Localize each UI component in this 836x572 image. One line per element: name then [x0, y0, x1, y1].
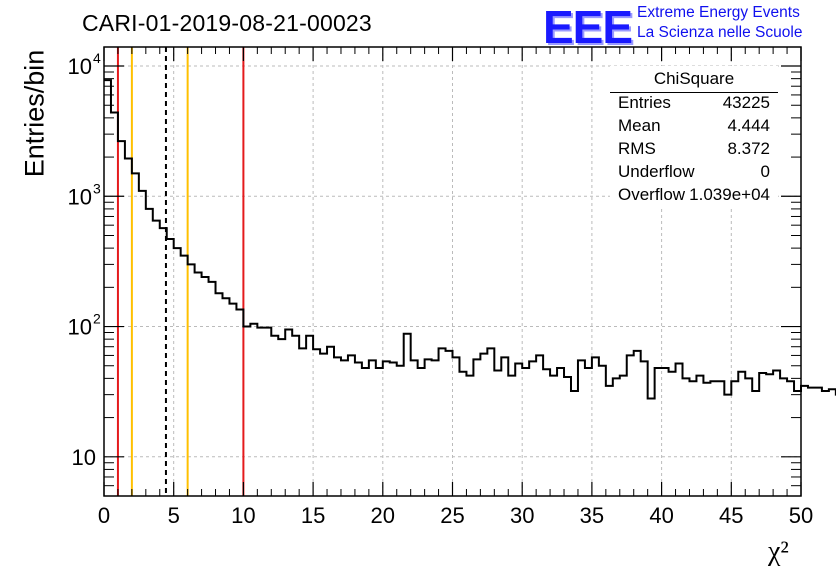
x-tick-label: 50 [789, 503, 813, 528]
axis-ticks [103, 47, 802, 497]
stats-value: 8.372 [727, 139, 770, 158]
x-tick-label: 45 [719, 503, 743, 528]
y-axis-label: Entries/bin [19, 49, 50, 178]
stats-key: RMS [618, 139, 656, 158]
x-axis-label: χ² [768, 536, 789, 567]
y-tick-exponent: 3 [93, 180, 101, 196]
stats-key: Underflow [618, 162, 695, 181]
x-tick-labels: 0 5 10 15 20 25 30 35 40 45 50 [98, 503, 813, 528]
x-tick-label: 15 [301, 503, 325, 528]
y-tick-label: 10 [72, 445, 96, 470]
x-tick-label: 0 [98, 503, 110, 528]
stats-box: ChiSquare Entries 43225 Mean 4.444 RMS 8… [610, 66, 778, 208]
stats-key: Overflow [618, 185, 686, 204]
x-tick-label: 35 [580, 503, 604, 528]
y-tick-label: 10 [68, 315, 92, 340]
y-tick-label: 10 [68, 54, 92, 79]
reference-lines [116, 47, 245, 496]
x-tick-label: 30 [510, 503, 534, 528]
logo-line-2: La Scienza nelle Scuole [637, 24, 803, 41]
y-tick-exponent: 4 [93, 50, 101, 66]
stats-value: 43225 [722, 93, 770, 112]
x-tick-label: 20 [371, 503, 395, 528]
stats-value: 1.039e+04 [689, 185, 770, 204]
y-tick-label: 10 [68, 184, 92, 209]
x-tick-label: 40 [649, 503, 673, 528]
x-tick-label: 10 [231, 503, 255, 528]
stats-value: 0 [760, 162, 770, 181]
stats-key: Mean [618, 116, 661, 135]
histogram-series [104, 79, 836, 400]
stats-divider [610, 92, 778, 93]
x-tick-label: 25 [440, 503, 464, 528]
stats-value: 4.444 [727, 116, 770, 135]
chart-title: CARI-01-2019-08-21-00023 [82, 10, 372, 36]
logo-line-1: Extreme Energy Events [637, 4, 800, 21]
eee-logo: EEE [543, 1, 633, 53]
stats-key: Entries [618, 93, 671, 112]
y-tick-exponent: 2 [93, 311, 101, 327]
x-tick-label: 5 [168, 503, 180, 528]
stats-title: ChiSquare [653, 69, 735, 88]
